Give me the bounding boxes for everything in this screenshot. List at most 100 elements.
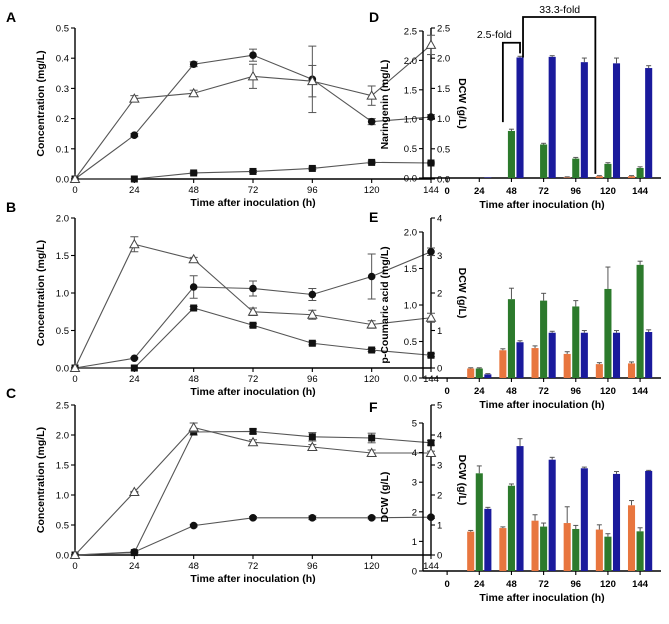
bar bbox=[484, 508, 492, 571]
bar bbox=[612, 332, 621, 378]
x-tick-label: 96 bbox=[570, 579, 581, 590]
y-tick-label: 1.5 bbox=[56, 461, 69, 472]
x-tick-label: 120 bbox=[364, 185, 380, 196]
x-tick-label: 96 bbox=[570, 386, 581, 397]
bar bbox=[612, 473, 621, 571]
y2-tick-label: 0 bbox=[437, 364, 442, 375]
panel-a: A 0.0 0.1 0.2 0.3 0.4 0.5 0.0 0.5 1.0 1.5 2.0 2.5 0 24… bbox=[6, 9, 468, 209]
x-tick-label: 0 bbox=[72, 561, 77, 572]
bar bbox=[595, 176, 603, 178]
y-tick-label: 0.5 bbox=[56, 326, 69, 337]
data-point-circle bbox=[367, 514, 376, 522]
x-tick-label: 0 bbox=[444, 386, 449, 397]
data-point-square bbox=[249, 321, 257, 329]
y-tick-label: 1 bbox=[412, 537, 417, 548]
x-axis-label: Time after inoculation (h) bbox=[479, 399, 604, 411]
bar bbox=[548, 332, 556, 378]
x-tick-label: 24 bbox=[129, 185, 140, 196]
series-line bbox=[74, 426, 431, 556]
series-green bbox=[475, 260, 644, 378]
data-point-square bbox=[427, 439, 435, 447]
y-tick-label: 1.5 bbox=[404, 264, 417, 275]
y-tick-label: 0.0 bbox=[404, 174, 417, 185]
x-tick-label: 96 bbox=[307, 185, 318, 196]
data-point-triangle bbox=[188, 421, 200, 432]
bar bbox=[572, 306, 580, 378]
series-green bbox=[507, 128, 644, 178]
y2-tick-label: 2.0 bbox=[437, 54, 450, 65]
data-point-circle bbox=[367, 117, 376, 126]
data-point-circle bbox=[130, 354, 139, 363]
x-tick-label: 24 bbox=[129, 374, 140, 385]
data-point-triangle bbox=[188, 87, 200, 98]
series-blue bbox=[484, 329, 653, 378]
y-tick-label: 2.0 bbox=[56, 431, 69, 442]
panel-d: D 0.0 0.5 1.0 1.5 2.0 2.5 0 24 48 72 96 120 144 Time a… bbox=[369, 4, 661, 211]
series-line bbox=[74, 516, 432, 556]
x-tick-label: 24 bbox=[474, 579, 485, 590]
y2-axis-label: DCW (g/L) bbox=[456, 78, 468, 129]
series-triangles bbox=[69, 421, 437, 559]
x-tick-label: 144 bbox=[632, 386, 649, 397]
y-tick-label: 1.0 bbox=[56, 289, 69, 300]
x-tick-label: 144 bbox=[423, 185, 439, 196]
x-tick-label: 120 bbox=[600, 579, 616, 590]
data-point-triangle bbox=[247, 70, 259, 81]
y-tick-label: 0.5 bbox=[404, 144, 417, 155]
bar bbox=[645, 68, 653, 178]
y-tick-label: 2.0 bbox=[404, 56, 417, 67]
data-point-triangle bbox=[366, 447, 378, 457]
data-point-circle bbox=[130, 548, 139, 556]
y-tick-label: 0.5 bbox=[56, 24, 69, 35]
bar bbox=[507, 299, 515, 378]
y-tick-label: 0.4 bbox=[56, 54, 69, 65]
data-point-square bbox=[130, 175, 138, 183]
y2-tick-label: 2.5 bbox=[437, 24, 450, 35]
y-tick-label: 2.0 bbox=[56, 214, 69, 225]
x-axis-label: Time after inoculation (h) bbox=[479, 199, 604, 211]
y-tick-label: 1.5 bbox=[404, 85, 417, 96]
data-point-square bbox=[130, 364, 138, 372]
panel-b: B 0.0 0.5 1.0 1.5 2.0 0 1 2 3 4 0 24 48 72 96 120 144 Time… bbox=[6, 199, 468, 398]
x-tick-label: 48 bbox=[506, 579, 517, 590]
data-point-square bbox=[190, 169, 198, 177]
y-tick-label: 0.0 bbox=[404, 374, 417, 385]
data-point-circle bbox=[189, 60, 198, 69]
bar bbox=[580, 332, 588, 378]
bar bbox=[572, 528, 580, 571]
bar bbox=[499, 350, 507, 378]
bar bbox=[572, 158, 580, 178]
data-point-triangle bbox=[306, 441, 318, 451]
data-point-circle bbox=[427, 247, 435, 256]
y-tick-label: 5 bbox=[412, 419, 417, 430]
bar bbox=[475, 473, 483, 571]
x-axis-label: Time after inoculation (h) bbox=[479, 592, 604, 604]
y2-tick-label: 0 bbox=[437, 551, 442, 562]
y2-tick-label: 3 bbox=[437, 461, 442, 472]
data-point-square bbox=[308, 164, 316, 172]
y-tick-label: 2.5 bbox=[404, 27, 417, 38]
panel-label: D bbox=[369, 9, 379, 25]
x-axis-label: Time after inoculation (h) bbox=[190, 573, 315, 585]
x-tick-label: 96 bbox=[307, 374, 318, 385]
x-axis-label: Time after inoculation (h) bbox=[190, 386, 315, 398]
data-point-circle bbox=[249, 284, 257, 293]
y-tick-label: 0.0 bbox=[56, 364, 69, 375]
data-point-square bbox=[427, 351, 435, 359]
y-tick-label: 0.2 bbox=[56, 114, 69, 125]
bar bbox=[604, 163, 612, 178]
bar bbox=[580, 468, 588, 571]
y2-tick-label: 3 bbox=[437, 251, 442, 262]
bar bbox=[516, 342, 524, 378]
x-tick-label: 72 bbox=[538, 186, 549, 197]
bar bbox=[548, 459, 556, 571]
y-axis-label: Concentration (mg/L) bbox=[35, 427, 47, 533]
y2-tick-label: 1.0 bbox=[437, 114, 450, 125]
y-tick-label: 3 bbox=[412, 478, 417, 489]
y-tick-label: 0.5 bbox=[56, 521, 69, 532]
bar bbox=[467, 368, 475, 378]
y2-tick-label: 4 bbox=[437, 214, 442, 225]
bar bbox=[516, 57, 524, 178]
